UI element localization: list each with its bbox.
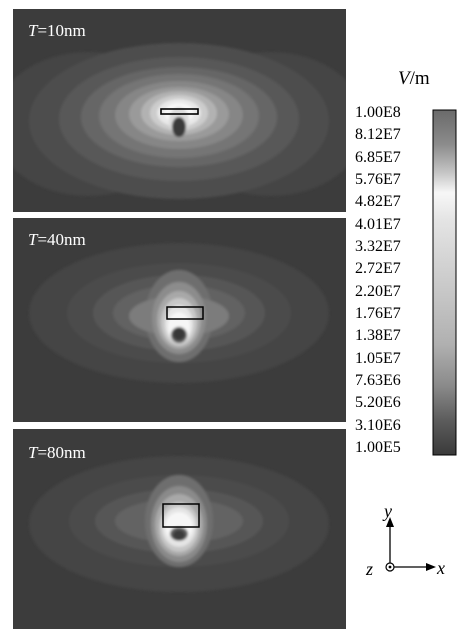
colorbar-tick-label: 1.76E7 xyxy=(355,305,401,322)
colorbar-gradient xyxy=(432,109,457,456)
colorbar-tick-label: 1.00E8 xyxy=(355,104,401,121)
colorbar xyxy=(432,109,457,456)
y-axis-label: y xyxy=(384,501,392,521)
field-map-panel-t80: T=80nm xyxy=(13,429,346,629)
colorbar-tick-label: 4.01E7 xyxy=(355,215,401,233)
colorbar-tick-label: 1.00E5 xyxy=(355,439,401,456)
panel-label-t80: T=80nm xyxy=(28,443,86,462)
colorbar-tick-label: 3.10E6 xyxy=(355,416,401,434)
colorbar-tick-label: 3.32E7 xyxy=(355,238,401,255)
colorbar-unit: V/m xyxy=(398,68,430,89)
field-map-t80 xyxy=(29,456,329,592)
coordinate-axes xyxy=(385,517,436,572)
colorbar-tick-label: 1.38E7 xyxy=(355,327,401,345)
field-map-panel-t10: T=10nm xyxy=(13,9,346,212)
colorbar-tick-label: 5.76E7 xyxy=(355,171,401,188)
colorbar-tick-label: 1.05E7 xyxy=(355,349,401,367)
z-axis-label: z xyxy=(366,559,374,579)
colorbar-tick-label: 8.12E7 xyxy=(355,126,401,144)
colorbar-tick-label: 2.72E7 xyxy=(355,260,401,278)
field-map-t10 xyxy=(13,43,346,199)
field-map-t40 xyxy=(29,243,329,383)
panel-label-t40: T=40nm xyxy=(28,230,86,249)
field-map-panel-t40: T=40nm xyxy=(13,218,346,422)
colorbar-tick-label: 6.85E7 xyxy=(355,148,401,166)
colorbar-tick-label: 7.63E6 xyxy=(355,372,401,389)
colorbar-tick-label: 4.82E7 xyxy=(355,193,401,211)
colorbar-tick-label: 5.20E6 xyxy=(355,394,401,412)
colorbar-tick-label: 2.20E7 xyxy=(355,282,401,300)
panel-label-t10: T=10nm xyxy=(28,21,86,40)
x-axis-label: x xyxy=(437,558,445,578)
